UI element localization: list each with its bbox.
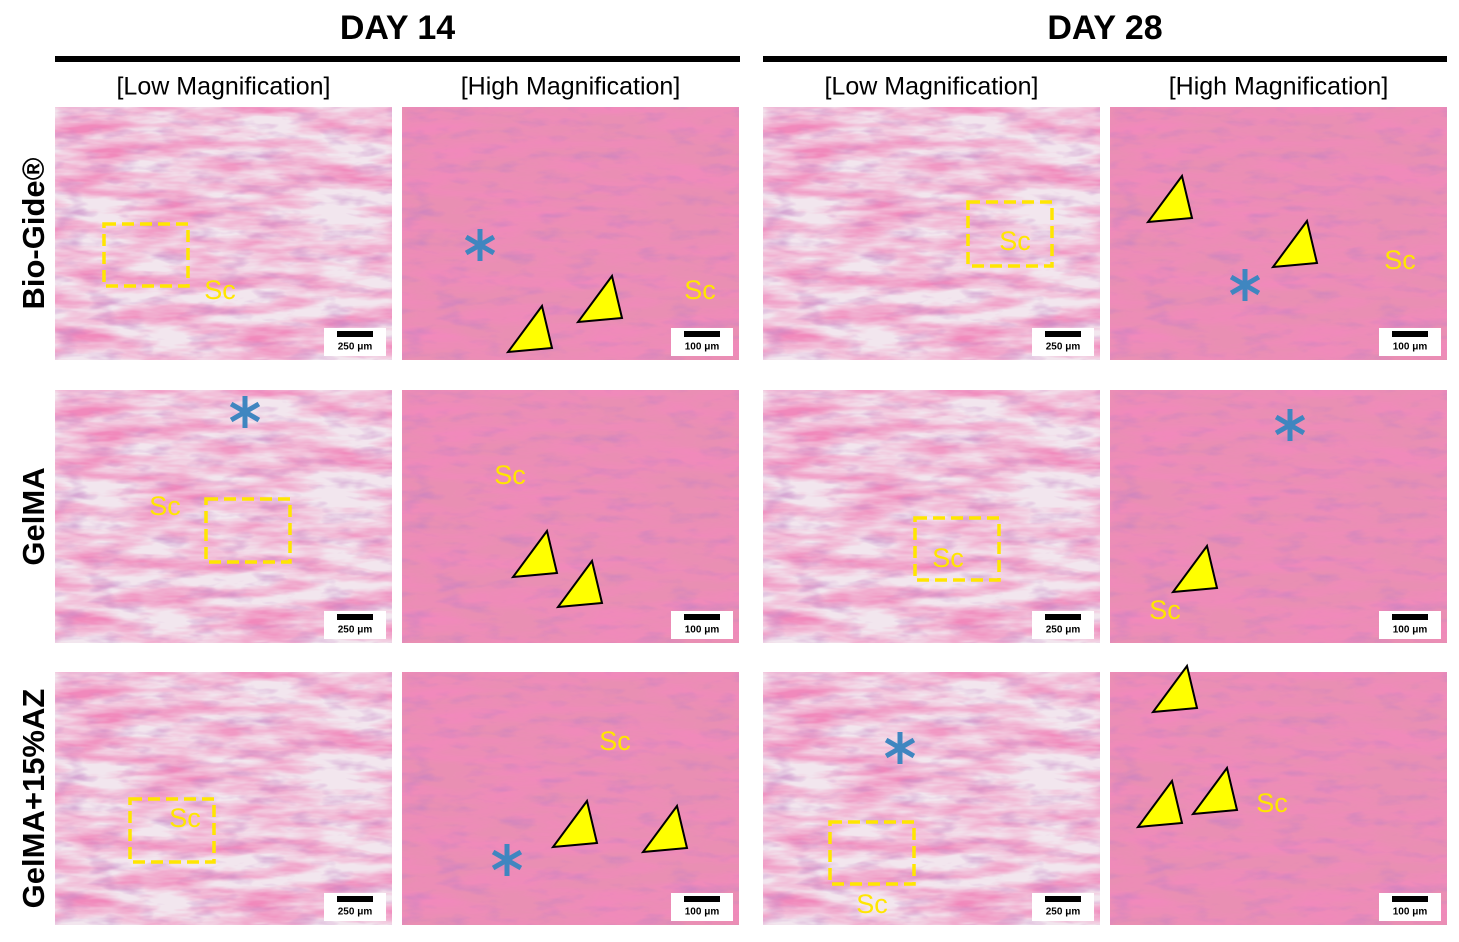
sc-label: Sc xyxy=(599,726,631,756)
sc-label: Sc xyxy=(204,275,236,305)
roi-box xyxy=(204,497,292,564)
roi-box xyxy=(828,820,916,886)
roi-box xyxy=(966,200,1054,268)
scale-bar xyxy=(1045,331,1081,337)
micrograph-panel: Sc 250 μm xyxy=(763,390,1100,643)
sc-label: Sc xyxy=(856,889,888,919)
tissue-nuclei xyxy=(55,107,392,360)
scale-bar xyxy=(684,896,720,902)
panels-layer: DAY 14 [Low Magnification] [High Magnifica… xyxy=(16,9,1447,925)
magnification-header: [Low Magnification] xyxy=(824,73,1038,101)
tissue-nuclei xyxy=(763,107,1100,360)
tissue-nuclei xyxy=(402,672,739,925)
row-label: GelMA xyxy=(16,467,51,565)
sc-label: Sc xyxy=(999,226,1031,256)
scale-bar xyxy=(1392,614,1428,620)
micrograph-panel: Sc 250 μm xyxy=(55,390,392,643)
micrograph-panel: Sc 100 μm xyxy=(402,107,739,360)
sc-label: Sc xyxy=(1256,788,1288,818)
micrograph-panel: Sc 250 μm xyxy=(763,107,1100,360)
sc-label: Sc xyxy=(169,803,201,833)
day-header: DAY 28 xyxy=(1047,9,1162,47)
arrowhead xyxy=(1150,663,1199,714)
header-rule xyxy=(55,56,740,62)
magnification-header: [High Magnification] xyxy=(1169,73,1389,101)
sc-label: Sc xyxy=(149,491,181,521)
roi-box xyxy=(128,797,216,864)
sc-label: Sc xyxy=(932,543,964,573)
arrowhead xyxy=(510,528,559,579)
scale-bar xyxy=(1392,896,1428,902)
sc-label: Sc xyxy=(494,460,526,490)
scale-bar-label: 100 μm xyxy=(1393,907,1428,918)
arrowhead xyxy=(505,303,554,354)
scale-bar xyxy=(684,331,720,337)
sc-label: Sc xyxy=(1384,245,1416,275)
roi-box xyxy=(913,516,1001,582)
scale-bar-label: 250 μm xyxy=(338,342,373,353)
scale-bar-label: 250 μm xyxy=(1046,342,1081,353)
scale-bar xyxy=(1045,896,1081,902)
roi-box xyxy=(102,222,190,288)
tissue-nuclei xyxy=(1110,107,1447,360)
scale-bar-label: 100 μm xyxy=(685,342,720,353)
magnification-header: [Low Magnification] xyxy=(116,73,330,101)
arrowhead xyxy=(1170,543,1219,594)
scale-bar xyxy=(337,614,373,620)
scale-bar xyxy=(337,896,373,902)
micrograph-panel: Sc 100 μm xyxy=(1110,663,1447,925)
arrowhead xyxy=(1135,778,1184,829)
magnification-header: [High Magnification] xyxy=(461,73,681,101)
header-rule xyxy=(763,56,1447,62)
arrowhead xyxy=(1190,765,1239,816)
micrograph-panel: Sc 250 μm xyxy=(55,672,392,925)
sc-label: Sc xyxy=(1149,595,1181,625)
micrograph-panel: Sc 250 μm xyxy=(55,107,392,360)
day-header: DAY 14 xyxy=(340,9,455,47)
arrowhead xyxy=(555,558,604,609)
arrowhead xyxy=(640,803,689,854)
asterisk xyxy=(1274,414,1306,436)
arrowhead xyxy=(1270,218,1319,269)
scale-bar-label: 250 μm xyxy=(338,625,373,636)
asterisk xyxy=(491,849,523,871)
scale-bar-label: 250 μm xyxy=(338,907,373,918)
scale-bar-label: 100 μm xyxy=(685,625,720,636)
arrowhead xyxy=(575,273,624,324)
arrowhead xyxy=(550,798,599,849)
tissue-nuclei xyxy=(402,107,739,360)
scale-bar xyxy=(1045,614,1081,620)
micrograph-panel: Sc 100 μm xyxy=(1110,390,1447,643)
micrograph-panel: Sc 100 μm xyxy=(402,390,739,643)
tissue-nuclei xyxy=(763,390,1100,643)
scale-bar xyxy=(1392,331,1428,337)
scale-bar-label: 100 μm xyxy=(1393,625,1428,636)
tissue-nuclei xyxy=(763,672,1100,925)
tissue-nuclei xyxy=(55,390,392,643)
scale-bar-label: 250 μm xyxy=(1046,907,1081,918)
scale-bar-label: 250 μm xyxy=(1046,625,1081,636)
sc-label: Sc xyxy=(684,275,716,305)
micrograph-panel: Sc 100 μm xyxy=(402,672,739,925)
scale-bar-label: 100 μm xyxy=(1393,342,1428,353)
asterisk xyxy=(464,234,496,256)
asterisk xyxy=(884,737,916,759)
micrograph-panel: Sc 100 μm xyxy=(1110,107,1447,360)
asterisk xyxy=(1229,274,1261,296)
row-label: Bio-Gide® xyxy=(16,157,51,309)
scale-bar xyxy=(337,331,373,337)
row-label: GelMA+15%AZ xyxy=(16,689,51,909)
arrowhead xyxy=(1145,173,1194,224)
scale-bar-label: 100 μm xyxy=(685,907,720,918)
tissue-nuclei xyxy=(55,672,392,925)
scale-bar xyxy=(684,614,720,620)
asterisk xyxy=(229,401,261,423)
micrograph-panel: Sc 250 μm xyxy=(763,672,1100,925)
